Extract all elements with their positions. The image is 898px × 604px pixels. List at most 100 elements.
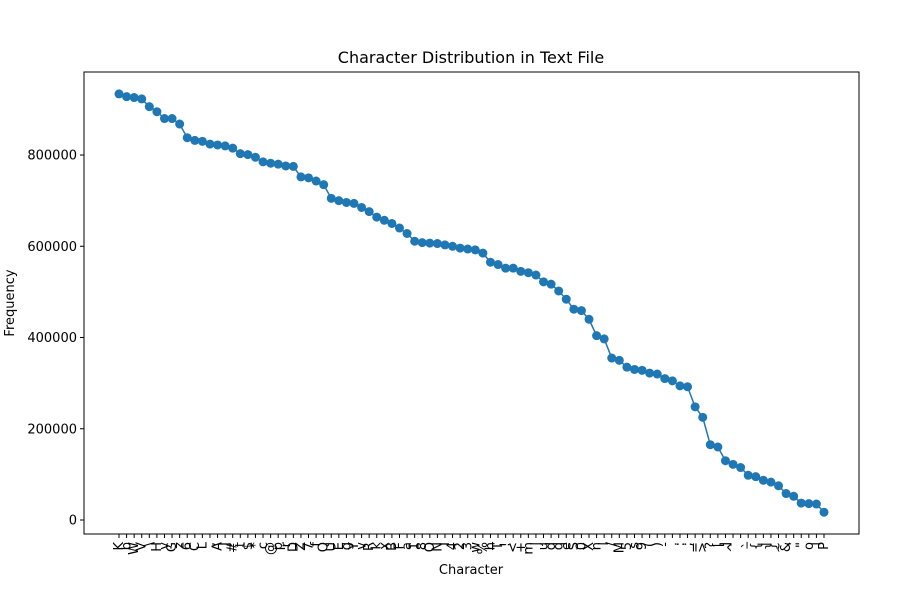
x-tick-label: c (256, 542, 271, 549)
point (326, 193, 336, 203)
point (523, 268, 533, 278)
point (607, 353, 617, 363)
point (713, 442, 723, 452)
x-tick-label: F (392, 542, 407, 549)
x-tick-label: k (370, 542, 385, 550)
point (485, 257, 495, 267)
point (372, 212, 382, 222)
point (660, 374, 670, 384)
point (576, 306, 586, 316)
x-tick-label: + (514, 542, 529, 553)
point (319, 180, 329, 190)
x-tick-label: < (506, 542, 521, 553)
chart-title: Character Distribution in Text File (338, 48, 604, 67)
x-tick-label: s (627, 542, 642, 549)
point (751, 472, 761, 482)
x-tick-label: X (582, 542, 597, 551)
x-tick-label: % (476, 542, 491, 554)
y-tick-label: 200000 (27, 422, 77, 437)
point (266, 158, 276, 168)
x-tick-label: K (112, 542, 127, 551)
x-tick-label: I (438, 542, 453, 546)
point (311, 176, 321, 186)
x-tick-label: Q (317, 542, 332, 552)
x-tick-label: . (665, 542, 680, 546)
x-tick-label: 4 (446, 542, 461, 550)
x-tick-label: = (688, 542, 703, 553)
point (425, 238, 435, 248)
point (667, 376, 677, 386)
y-axis-label: Frequency (3, 269, 18, 336)
point (144, 102, 154, 112)
point (637, 365, 647, 375)
y-tick-label: 800000 (27, 149, 77, 164)
point (394, 223, 404, 233)
point (819, 507, 829, 517)
x-tick-label: C (188, 542, 203, 551)
x-tick-label: O (423, 542, 438, 552)
x-tick-label: L (195, 541, 210, 549)
x-tick-label: v (355, 542, 370, 550)
point (205, 139, 215, 149)
point (796, 498, 806, 508)
point (493, 260, 503, 270)
point (432, 239, 442, 249)
point (129, 93, 139, 103)
point (159, 114, 169, 124)
y-tick-label: 0 (69, 513, 77, 528)
x-tick-label: _ (734, 542, 749, 550)
x-tick-label: N (430, 542, 445, 552)
x-tick-label: , (203, 542, 218, 546)
point (781, 489, 791, 499)
x-tick-label: n (590, 542, 605, 550)
point (379, 215, 389, 225)
point (387, 218, 397, 228)
x-tick-label: @ (264, 542, 279, 555)
x-tick-label: ~ (772, 542, 787, 553)
x-tick-label: 5 (620, 542, 635, 550)
point (516, 266, 526, 276)
x-tick-label: P (817, 542, 832, 550)
x-tick-label: p (271, 542, 286, 550)
x-tick-label: & (779, 542, 794, 552)
x-tick-label: i (597, 542, 612, 546)
point (539, 277, 549, 287)
point (440, 240, 450, 250)
point (501, 263, 511, 273)
point (736, 463, 746, 473)
point (281, 161, 291, 171)
x-tick-label: B (385, 542, 400, 551)
point (622, 362, 632, 372)
x-tick-label: Y (347, 542, 362, 551)
x-tick-label: x (377, 542, 392, 550)
point (167, 114, 177, 124)
x-tick-label: V (135, 542, 150, 551)
x-tick-label: 3 (461, 542, 476, 550)
point (758, 475, 768, 485)
x-tick-label: D (286, 542, 301, 552)
x-axis-label: Character (439, 563, 504, 578)
x-tick-label: z (173, 542, 188, 549)
x-tick-label: 8 (415, 542, 430, 550)
point (197, 136, 207, 146)
x-tick-label: e (559, 542, 574, 550)
point (478, 248, 488, 258)
point (614, 355, 624, 365)
x-tick-label: f (309, 542, 324, 547)
x-tick-label: 9 (635, 542, 650, 550)
point (417, 238, 427, 248)
x-tick-label: t (233, 542, 248, 547)
point (508, 263, 518, 273)
point (561, 294, 571, 304)
x-tick-label: | (756, 542, 771, 546)
x-tick-label: ^ (726, 542, 741, 553)
point (554, 286, 564, 296)
point (599, 334, 609, 344)
point (463, 244, 473, 254)
point (728, 459, 738, 469)
x-tick-label: y (157, 542, 172, 550)
point (811, 499, 821, 509)
x-tick-label: { (749, 542, 764, 550)
x-tick-label: S (567, 542, 582, 550)
